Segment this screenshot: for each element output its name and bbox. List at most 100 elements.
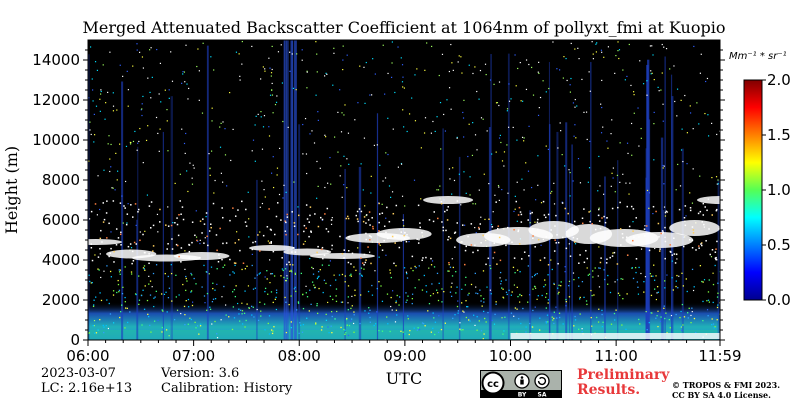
- aerosol-speckle: [545, 293, 548, 295]
- cloud-speckle: [403, 237, 406, 240]
- cloud-speckle: [339, 235, 341, 238]
- cloud-speckle: [499, 259, 502, 262]
- signal-streak: [88, 54, 90, 340]
- aerosol-speckle: [359, 294, 362, 296]
- aerosol-speckle: [414, 265, 416, 268]
- cloud-speckle: [599, 227, 602, 230]
- noise-point: [428, 267, 430, 269]
- noise-point: [391, 191, 394, 193]
- cloud-speckle: [388, 220, 391, 223]
- aerosol-speckle: [285, 279, 287, 282]
- aerosol-speckle: [495, 303, 497, 305]
- aerosol-speckle: [675, 280, 677, 282]
- noise-point: [319, 167, 321, 169]
- aerosol-speckle: [316, 312, 319, 315]
- aerosol-speckle: [601, 309, 603, 312]
- noise-point: [352, 322, 355, 325]
- noise-point: [260, 78, 262, 80]
- signal-streak: [121, 81, 124, 340]
- cloud-speckle: [148, 262, 150, 265]
- noise-point: [689, 105, 691, 107]
- aerosol-speckle: [300, 272, 303, 275]
- signal-streak: [376, 113, 379, 340]
- noise-point: [563, 56, 565, 58]
- aerosol-speckle: [466, 306, 468, 308]
- noise-point: [564, 165, 566, 167]
- aerosol-speckle: [270, 329, 273, 331]
- aerosol-speckle: [675, 285, 677, 288]
- cloud-speckle: [626, 254, 629, 256]
- cloud-speckle: [527, 219, 529, 221]
- noise-point: [673, 65, 675, 67]
- aerosol-speckle: [527, 265, 529, 267]
- noise-point: [669, 68, 671, 70]
- noise-point: [140, 109, 142, 111]
- noise-point: [254, 124, 256, 126]
- cloud-speckle: [606, 217, 608, 219]
- aerosol-speckle: [285, 301, 287, 303]
- colorbar-ticks: 0.00.51.01.52.0: [762, 71, 791, 309]
- noise-point: [619, 181, 621, 183]
- cloud-speckle: [386, 206, 388, 209]
- noise-point: [432, 293, 434, 295]
- noise-point: [369, 251, 371, 253]
- cloud-speckle: [604, 221, 607, 224]
- aerosol-speckle: [214, 320, 216, 323]
- cloud-speckle: [673, 253, 676, 255]
- cloud-speckle: [673, 237, 675, 239]
- noise-point: [463, 311, 465, 313]
- noise-point: [93, 320, 96, 322]
- noise-point: [443, 113, 445, 116]
- noise-point: [523, 140, 525, 142]
- noise-point: [595, 51, 597, 53]
- aerosol-speckle: [190, 291, 192, 293]
- cloud-speckle: [159, 208, 161, 211]
- cloud-speckle: [150, 201, 153, 203]
- noise-point: [534, 306, 536, 308]
- noise-point: [601, 106, 603, 109]
- aerosol-speckle: [344, 281, 346, 283]
- aerosol-speckle: [273, 326, 275, 328]
- noise-point: [222, 121, 224, 123]
- x-axis: 06:00 07:00 08:00 09:00 10:00 11:00 11:59: [66, 340, 742, 365]
- noise-point: [262, 66, 264, 68]
- aerosol-speckle: [625, 328, 627, 330]
- aerosol-speckle: [635, 271, 637, 274]
- noise-point: [628, 193, 630, 195]
- cloud-speckle: [269, 228, 272, 231]
- noise-point: [616, 174, 619, 176]
- cloud-speckle: [305, 227, 307, 229]
- cloud-speckle: [219, 227, 221, 230]
- noise-point: [597, 275, 599, 277]
- cloud-speckle: [664, 226, 666, 229]
- aerosol-speckle: [345, 332, 347, 334]
- noise-point: [599, 185, 601, 187]
- cloud-speckle: [257, 234, 259, 236]
- noise-point: [653, 78, 655, 81]
- cloud-speckle: [284, 230, 287, 232]
- cloud-speckle: [270, 241, 273, 243]
- cloud-speckle: [101, 241, 103, 243]
- noise-point: [436, 116, 438, 118]
- cloud-speckle: [198, 256, 201, 259]
- noise-point: [192, 164, 194, 166]
- noise-point: [648, 192, 651, 194]
- aerosol-speckle: [545, 321, 547, 323]
- aerosol-speckle: [251, 264, 253, 267]
- noise-point: [391, 309, 393, 311]
- noise-point: [127, 89, 129, 91]
- aerosol-speckle: [371, 284, 373, 287]
- noise-point: [211, 323, 213, 325]
- noise-point: [248, 236, 250, 238]
- aerosol-speckle: [344, 329, 346, 331]
- noise-point: [424, 69, 426, 71]
- aerosol-speckle: [389, 269, 391, 271]
- aerosol-speckle: [532, 309, 534, 312]
- cloud-speckle: [152, 224, 155, 227]
- aerosol-speckle: [149, 324, 151, 327]
- noise-point: [164, 89, 166, 91]
- noise-point: [452, 69, 454, 71]
- cloud-speckle: [297, 233, 299, 236]
- cloud-speckle: [347, 236, 350, 238]
- aerosol-speckle: [519, 271, 521, 273]
